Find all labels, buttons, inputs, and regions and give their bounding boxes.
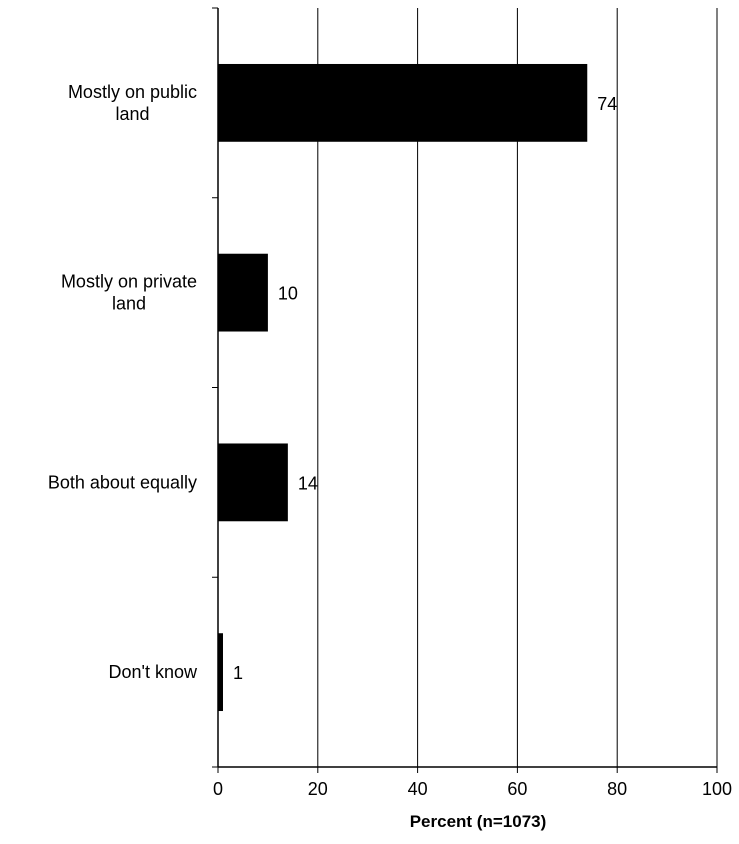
bars <box>218 63 588 712</box>
data-label-2: 14 <box>298 473 318 493</box>
x-tick-label-0: 0 <box>213 779 223 799</box>
data-label-0: 74 <box>597 94 617 114</box>
x-tick-label-80: 80 <box>607 779 627 799</box>
bar-2 <box>218 443 288 522</box>
data-label-3: 1 <box>233 663 243 683</box>
x-tick-label-60: 60 <box>507 779 527 799</box>
bar-0 <box>218 63 588 142</box>
x-tick-label-20: 20 <box>308 779 328 799</box>
x-axis-title: Percent (n=1073) <box>410 812 547 831</box>
x-tick-label-40: 40 <box>408 779 428 799</box>
data-labels: 74 10 14 1 <box>233 94 617 683</box>
bar-3 <box>218 633 223 712</box>
ticks: 0 20 40 60 80 100 <box>212 7 732 799</box>
category-label-3: Don't know <box>109 662 198 682</box>
category-label-2: Both about equally <box>48 472 197 492</box>
category-label-1: Mostly on private land <box>61 272 197 314</box>
bar-1 <box>218 253 268 332</box>
x-tick-label-100: 100 <box>702 779 732 799</box>
category-label-0: Mostly on public land <box>68 82 197 124</box>
category-labels: Mostly on public land Mostly on private lan… <box>48 82 198 682</box>
data-label-1: 10 <box>278 284 298 304</box>
